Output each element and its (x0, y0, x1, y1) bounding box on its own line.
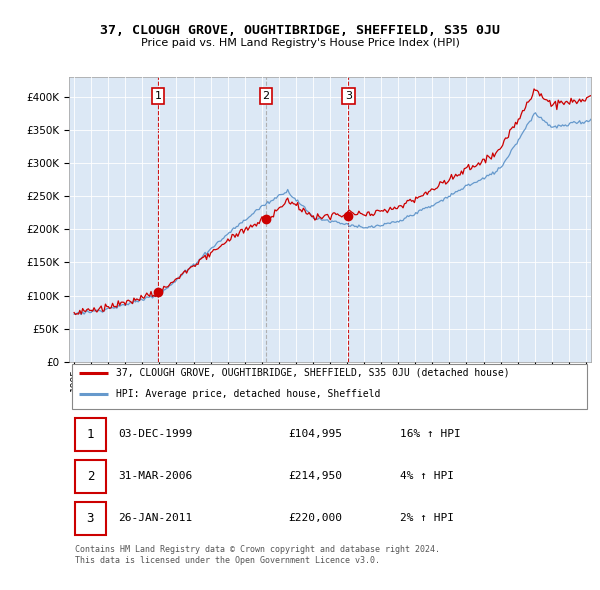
Text: Price paid vs. HM Land Registry's House Price Index (HPI): Price paid vs. HM Land Registry's House … (140, 38, 460, 48)
Text: £214,950: £214,950 (288, 471, 342, 481)
Text: 1: 1 (86, 428, 94, 441)
Text: 2: 2 (86, 470, 94, 483)
Text: 37, CLOUGH GROVE, OUGHTIBRIDGE, SHEFFIELD, S35 0JU (detached house): 37, CLOUGH GROVE, OUGHTIBRIDGE, SHEFFIEL… (116, 368, 509, 378)
FancyBboxPatch shape (71, 364, 587, 409)
FancyBboxPatch shape (75, 418, 106, 451)
Text: 2% ↑ HPI: 2% ↑ HPI (400, 513, 454, 523)
Text: 03-DEC-1999: 03-DEC-1999 (119, 429, 193, 439)
Text: 37, CLOUGH GROVE, OUGHTIBRIDGE, SHEFFIELD, S35 0JU: 37, CLOUGH GROVE, OUGHTIBRIDGE, SHEFFIEL… (100, 24, 500, 37)
Text: £220,000: £220,000 (288, 513, 342, 523)
Text: 3: 3 (345, 91, 352, 101)
Text: HPI: Average price, detached house, Sheffield: HPI: Average price, detached house, Shef… (116, 389, 380, 399)
Text: 2: 2 (262, 91, 269, 101)
Text: 31-MAR-2006: 31-MAR-2006 (119, 471, 193, 481)
FancyBboxPatch shape (75, 460, 106, 493)
Text: 26-JAN-2011: 26-JAN-2011 (119, 513, 193, 523)
Text: 3: 3 (86, 512, 94, 525)
Text: Contains HM Land Registry data © Crown copyright and database right 2024.
This d: Contains HM Land Registry data © Crown c… (75, 545, 440, 565)
FancyBboxPatch shape (75, 502, 106, 535)
Text: 4% ↑ HPI: 4% ↑ HPI (400, 471, 454, 481)
Text: 16% ↑ HPI: 16% ↑ HPI (400, 429, 461, 439)
Text: 1: 1 (155, 91, 161, 101)
Text: £104,995: £104,995 (288, 429, 342, 439)
